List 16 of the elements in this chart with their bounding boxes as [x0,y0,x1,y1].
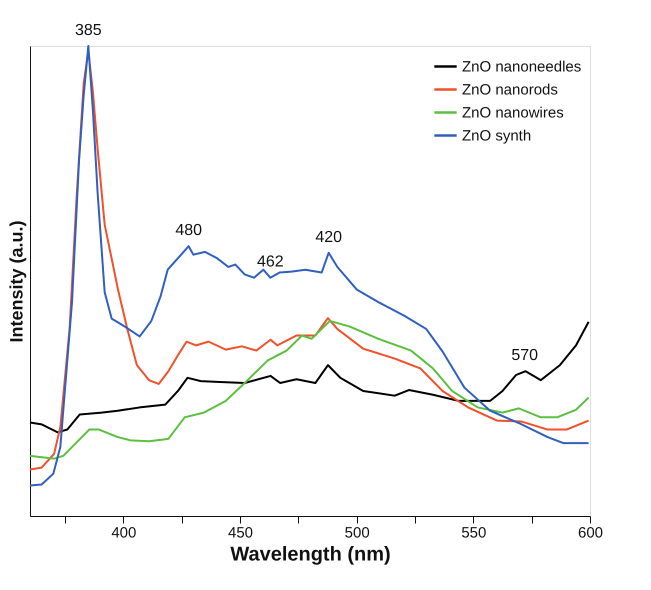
annotation: 385 [74,22,102,39]
legend-label: ZnO nanoneedles [462,58,582,76]
y-axis-title: Intensity (a.u.) [6,220,26,343]
legend-label: ZnO nanorods [462,82,558,98]
legend-label: ZnO nanowires [462,104,564,122]
annotation: 462 [256,254,284,271]
x-tick-label: 450 [228,524,254,542]
x-tick-label: 600 [578,524,604,542]
legend-label: ZnO synth [462,128,532,144]
annotation: 570 [511,347,538,364]
annotation: 420 [315,228,342,246]
x-axis-title: Wavelength (nm) [230,544,391,566]
annotation: 480 [175,222,202,240]
x-tick-label: 400 [111,524,136,542]
x-tick-label: 550 [461,524,486,542]
x-tick-label: 500 [344,524,370,542]
